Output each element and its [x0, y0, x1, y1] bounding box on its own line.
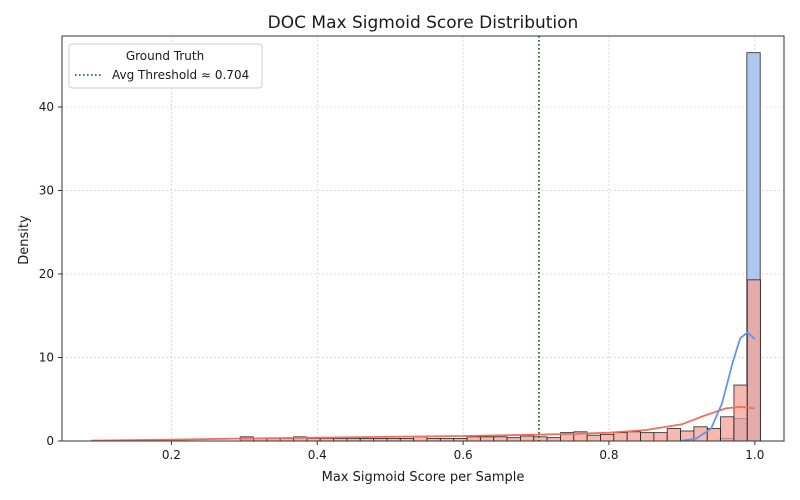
histogram-bar-red	[733, 384, 748, 442]
x-axis-label: Max Sigmoid Score per Sample	[322, 470, 525, 485]
plot-frame	[61, 35, 785, 442]
histogram-bar-red	[519, 435, 535, 442]
kde-curve-blue	[681, 331, 756, 442]
histogram-bar-red	[533, 436, 548, 442]
axis-ticks: 0.2 0.4 0.6 0.8 1.0 0 10 20 30 40	[39, 100, 765, 462]
histogram-bar-red	[613, 432, 628, 442]
y-tick-label: 20	[39, 267, 54, 281]
histogram-bar-red	[506, 437, 521, 442]
x-tick-label: 1.0	[745, 448, 764, 462]
histogram-bar-red	[640, 432, 655, 442]
legend-threshold-label: Avg Threshold ≈ 0.704	[112, 68, 249, 82]
histogram-bar-red	[600, 433, 615, 442]
y-tick-label: 10	[39, 350, 54, 364]
histogram-bar-red	[479, 436, 495, 442]
x-tick-label: 0.6	[454, 448, 473, 462]
x-tick-label: 0.4	[308, 448, 327, 462]
histogram-bar-red	[666, 428, 681, 442]
chart-title: DOC Max Sigmoid Score Distribution	[268, 13, 579, 33]
legend-box	[68, 43, 263, 89]
histogram-bar-red	[413, 436, 428, 442]
histogram-bar-red	[546, 437, 561, 442]
y-tick-label: 0	[46, 434, 54, 448]
histogram-bar-red	[720, 416, 735, 442]
y-tick-label: 30	[39, 183, 54, 197]
histogram-bar-red	[586, 434, 601, 442]
x-tick-label: 0.8	[599, 448, 618, 462]
histogram-bars	[239, 52, 762, 442]
legend: Ground Truth Avg Threshold ≈ 0.704	[68, 43, 263, 89]
x-tick-label: 0.2	[162, 448, 181, 462]
kde-curves	[91, 331, 756, 442]
y-axis-label: Density	[17, 215, 32, 265]
histogram-bar-red	[653, 432, 668, 442]
histogram-bar-red	[466, 436, 481, 442]
histogram-bar-red	[746, 279, 762, 442]
histogram-bar-red	[493, 436, 508, 442]
y-tick-label: 40	[39, 100, 54, 114]
histogram-bar-red	[626, 431, 641, 442]
plot-background	[62, 36, 784, 441]
legend-title: Ground Truth	[126, 49, 204, 63]
